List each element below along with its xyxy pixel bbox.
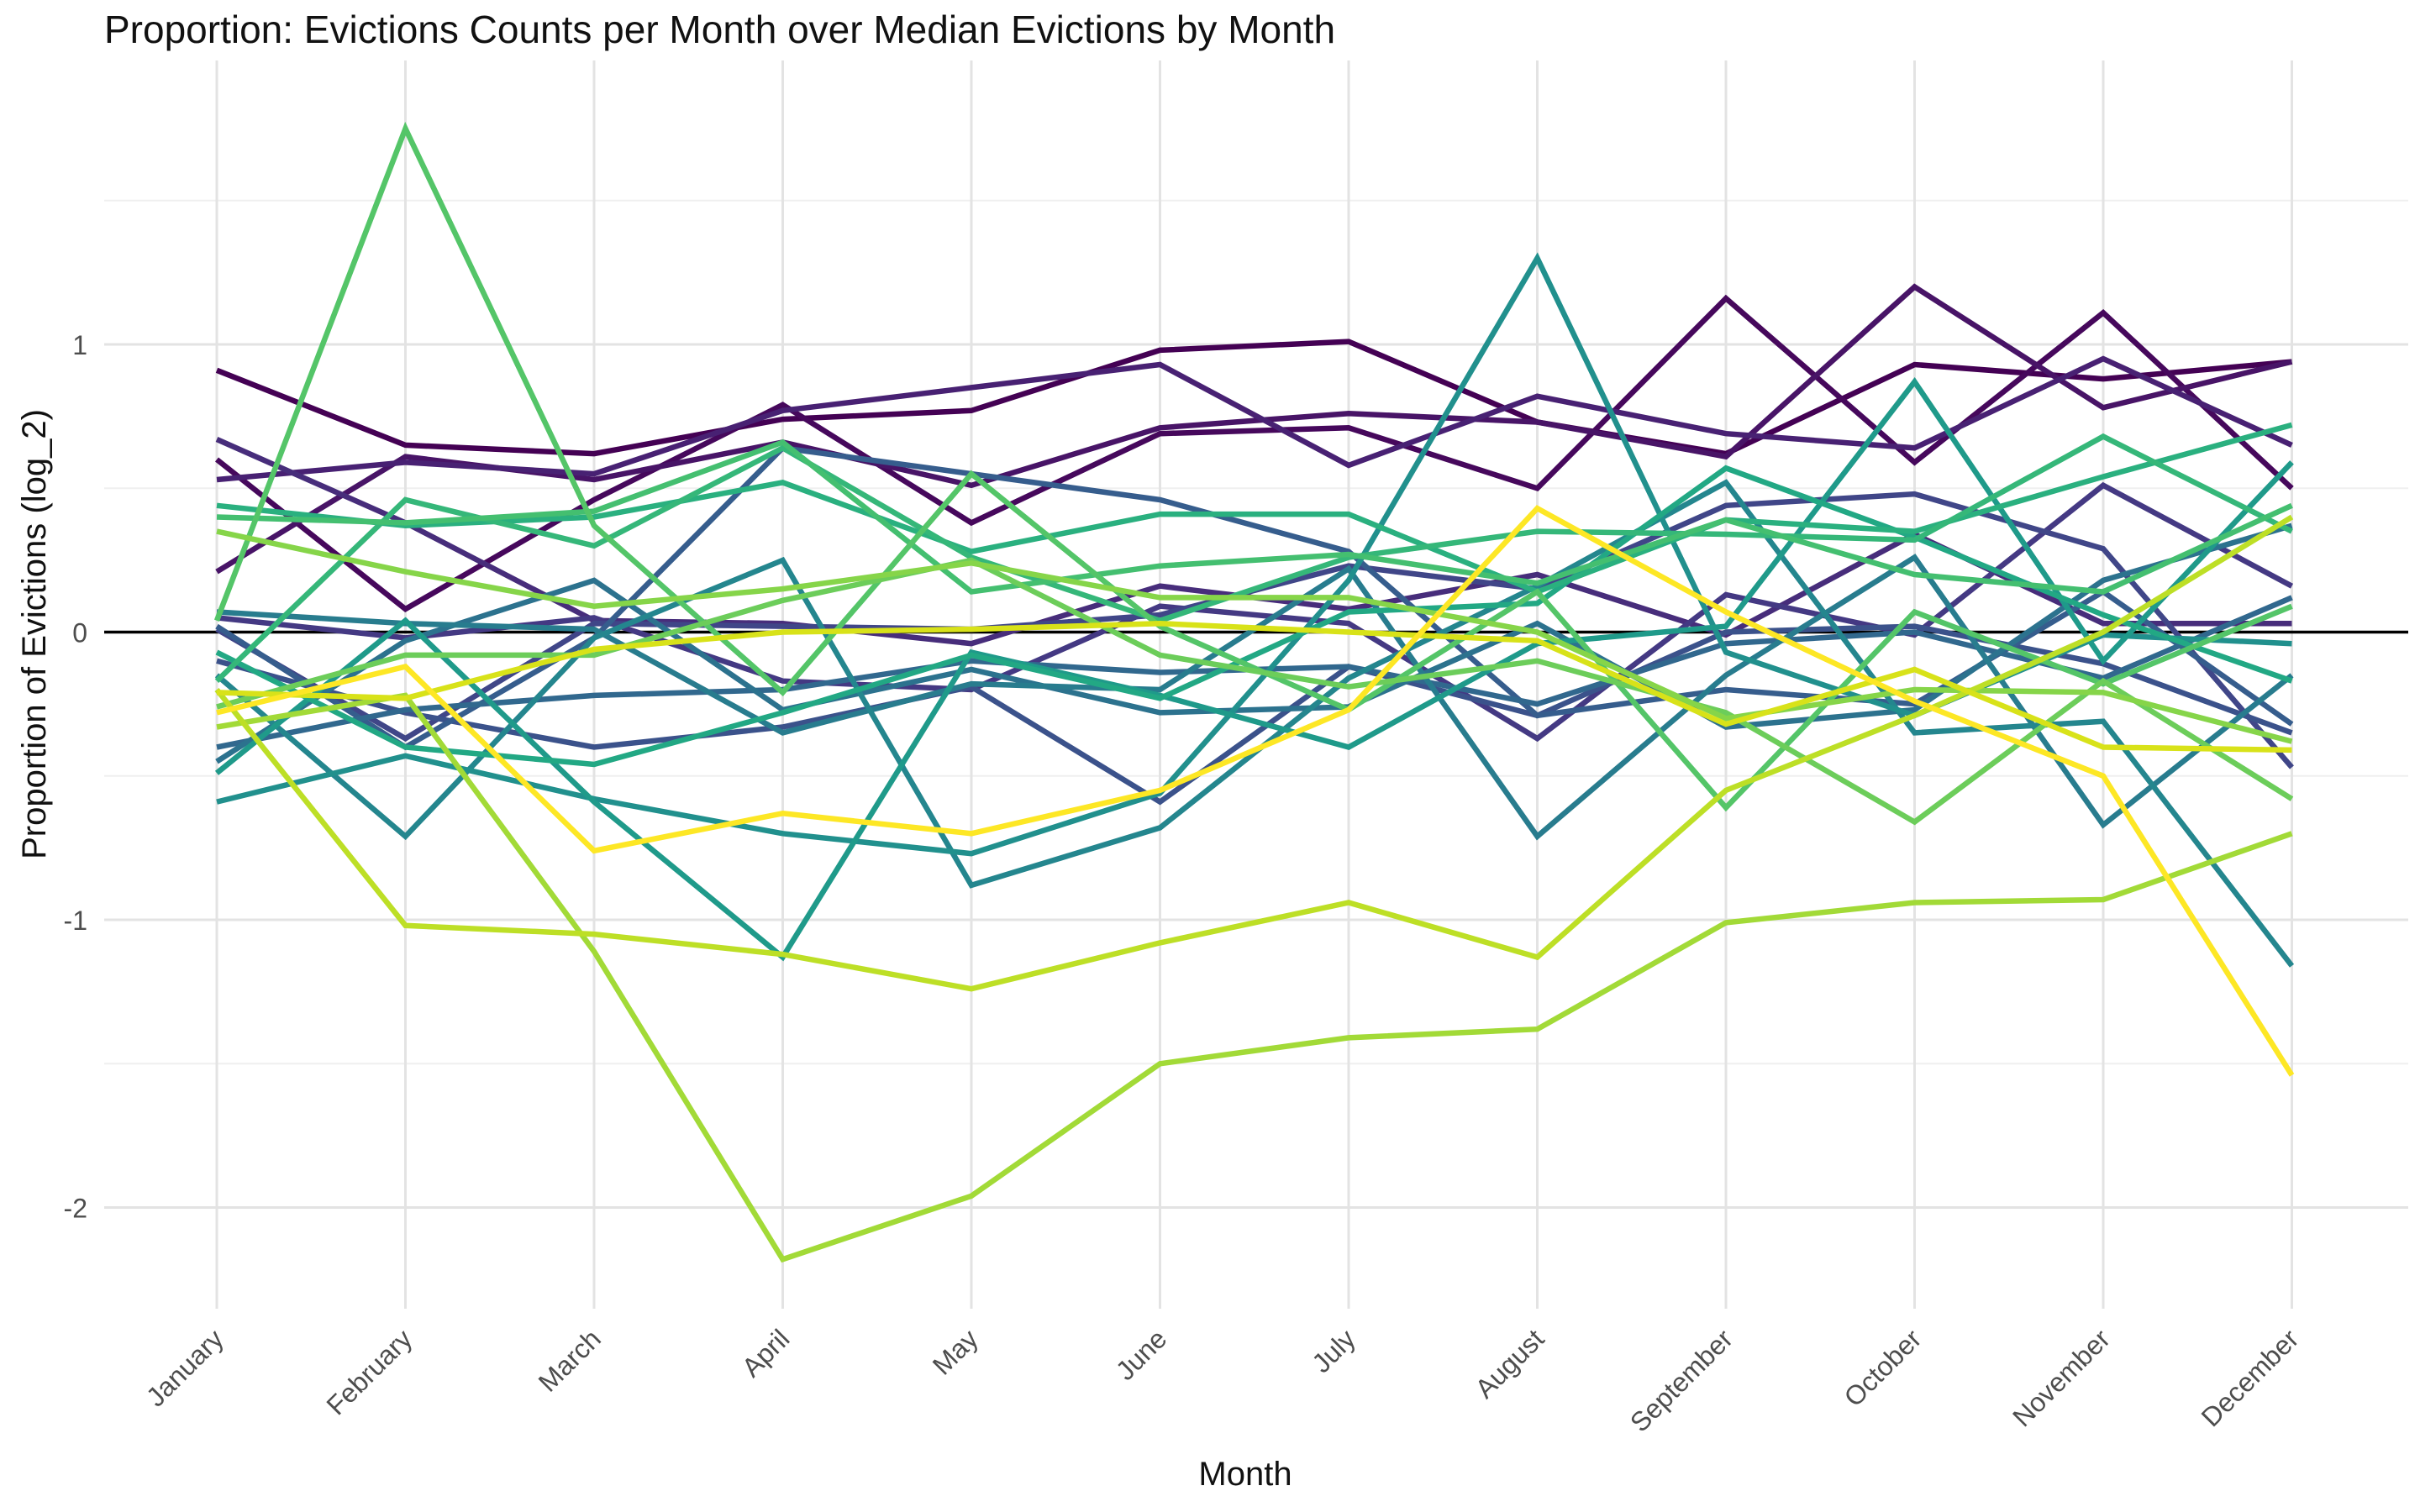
x-tick-label: August [1470, 1323, 1550, 1404]
y-tick-label: -2 [64, 1194, 87, 1224]
series-line-20 [213, 121, 2293, 812]
series-line-24 [214, 514, 2294, 992]
y-axis-ticks: -2 -1 0 1 [64, 330, 87, 1224]
x-tick-label: September [1624, 1323, 1739, 1437]
y-axis-title: Proportion of Evictions (log_2) [16, 409, 53, 859]
series-line-13 [214, 479, 2295, 968]
series-line-22 [216, 528, 2293, 744]
series-line-25 [216, 620, 2292, 753]
x-tick-label: March [533, 1323, 607, 1397]
series-line-6 [216, 481, 2294, 743]
x-tick-label: July [1306, 1323, 1361, 1378]
y-tick-label: 0 [72, 618, 87, 648]
series-lines [213, 121, 2295, 1263]
series-line-1 [215, 339, 2292, 457]
x-tick-label: December [2196, 1323, 2305, 1432]
series-line-19 [216, 438, 2293, 595]
series-line-16 [215, 465, 2293, 768]
x-tick-label: February [320, 1323, 418, 1420]
series-line-26 [216, 505, 2295, 1077]
x-tick-label: April [736, 1323, 796, 1383]
series-line-23 [216, 692, 2293, 1263]
series-line-15 [214, 376, 2294, 962]
x-axis-title: Month [1198, 1456, 1292, 1493]
series-line-18 [214, 433, 2293, 684]
x-tick-label: May [927, 1323, 984, 1380]
x-tick-label: October [1839, 1323, 1928, 1412]
x-tick-label: June [1110, 1323, 1173, 1386]
x-tick-label: November [2007, 1323, 2116, 1432]
y-tick-label: 1 [72, 330, 87, 360]
x-tick-label: January [140, 1323, 229, 1412]
x-axis-ticks: January February March April May June July Augu… [140, 1323, 2305, 1437]
chart-title: Proportion: Evictions Counts per Month o… [104, 8, 1336, 51]
y-tick-label: -1 [64, 906, 87, 936]
series-line-8 [216, 623, 2293, 806]
series-line-3 [215, 283, 2293, 575]
